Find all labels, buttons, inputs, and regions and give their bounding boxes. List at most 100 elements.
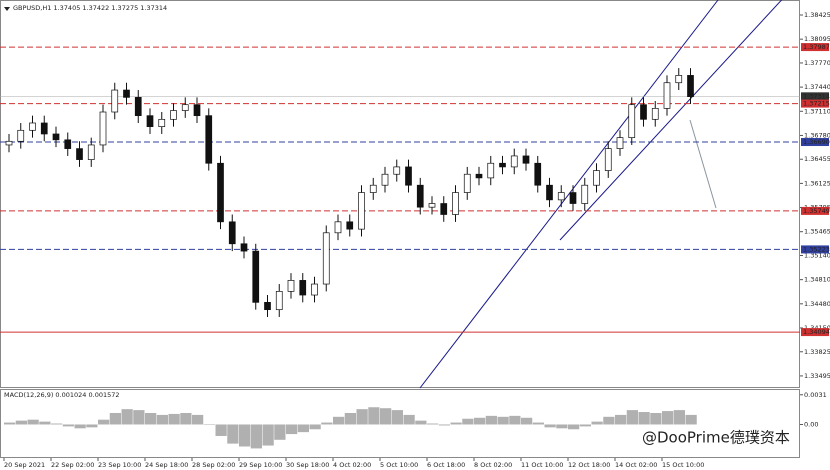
x-tick-label: 23 Sep 10:00 xyxy=(98,461,141,469)
macd-bar xyxy=(356,409,368,425)
candle-body xyxy=(134,97,142,117)
level-label: 1.37314 xyxy=(803,92,830,100)
macd-bar xyxy=(380,408,392,425)
candle-body xyxy=(123,89,130,98)
level-label: 1.36690 xyxy=(803,138,830,146)
candle-body xyxy=(651,107,659,120)
macd-bar xyxy=(344,412,356,425)
candle-body xyxy=(217,162,224,223)
y-tick-label: 1.36455 xyxy=(804,155,830,163)
macd-bar xyxy=(532,422,544,425)
candle-body xyxy=(593,170,600,186)
level-tag xyxy=(801,328,829,337)
y-tick-label: 1.35465 xyxy=(804,228,830,236)
macd-bar xyxy=(168,413,180,425)
macd-bar xyxy=(650,412,662,425)
level-tag xyxy=(801,138,829,147)
level-tag xyxy=(801,206,829,215)
candle-body xyxy=(452,192,459,215)
macd-bar xyxy=(203,424,215,425)
candle-body xyxy=(663,82,671,109)
candle-body xyxy=(522,155,530,164)
y-tick-label: 1.37440 xyxy=(804,83,830,91)
y-tick-label: 1.34480 xyxy=(804,300,830,308)
macd-bar xyxy=(474,417,486,425)
macd-bar xyxy=(145,412,157,425)
candle-body xyxy=(52,133,60,141)
macd-bar xyxy=(662,411,674,425)
candle-body xyxy=(99,111,107,146)
level-label: 1.37987 xyxy=(803,43,830,51)
candle-body xyxy=(275,291,283,311)
level-tag xyxy=(801,99,829,108)
candle-body xyxy=(546,184,553,201)
watermark: @DooPrime德璞资本 xyxy=(642,429,790,447)
y-tick-label: 1.34150 xyxy=(804,324,830,332)
macd-bar xyxy=(368,407,380,425)
candle-body xyxy=(205,115,213,164)
macd-bar xyxy=(462,418,474,425)
y-tick-label: 1.35140 xyxy=(804,251,830,259)
candle-body xyxy=(510,155,518,168)
candle-body xyxy=(487,162,495,179)
candle-body xyxy=(440,203,448,215)
candle-body xyxy=(170,110,177,120)
candle-body xyxy=(299,280,307,296)
macd-bar xyxy=(156,414,168,425)
candle-body xyxy=(252,250,260,303)
level-label: 1.35749 xyxy=(803,207,830,215)
channel-line xyxy=(559,0,783,241)
price-frame xyxy=(0,0,800,388)
x-tick-label: 12 Oct 18:00 xyxy=(568,461,610,469)
candle-body xyxy=(499,162,506,168)
candle-body xyxy=(369,184,377,193)
y-tick-label: 1.34810 xyxy=(804,276,830,284)
candle-body xyxy=(29,122,36,131)
x-tick-label: 14 Oct 02:00 xyxy=(615,461,657,469)
macd-bar xyxy=(509,415,521,425)
y-tick-label: 1.37110 xyxy=(804,107,830,115)
level-tag xyxy=(801,92,829,101)
macd-bar xyxy=(133,410,145,425)
candle-body xyxy=(569,192,577,204)
x-tick-label: 30 Sep 18:00 xyxy=(286,461,329,469)
macd-bar xyxy=(274,424,286,440)
chart-title: GBPUSD,H1 1.37405 1.37422 1.37275 1.3731… xyxy=(13,4,167,12)
candle-body xyxy=(287,280,295,292)
candle-body xyxy=(534,162,542,186)
macd-bar xyxy=(227,424,239,444)
candle-body xyxy=(64,139,72,149)
macd-bar xyxy=(568,424,580,430)
candle-body xyxy=(475,173,483,179)
candle-body xyxy=(322,232,330,285)
x-tick-label: 8 Oct 02:00 xyxy=(474,461,512,469)
macd-bar xyxy=(51,423,63,425)
x-tick-label: 4 Oct 02:00 xyxy=(333,461,371,469)
arrow xyxy=(689,119,717,209)
macd-bar xyxy=(239,424,251,447)
x-tick-label: 20 Sep 2021 xyxy=(4,461,45,469)
candle-body xyxy=(581,184,589,204)
macd-bar xyxy=(215,424,227,436)
x-tick-label: 22 Sep 02:00 xyxy=(51,461,94,469)
candle-body xyxy=(640,104,647,120)
candle-body xyxy=(334,221,342,234)
x-tick-label: 6 Oct 18:00 xyxy=(427,461,465,469)
macd-bar xyxy=(391,410,403,425)
y-tick-label: 1.38095 xyxy=(804,35,830,43)
level-label: 1.34094 xyxy=(803,328,830,336)
macd-bar xyxy=(15,420,27,425)
candle-body xyxy=(17,129,25,142)
macd-bar xyxy=(521,417,533,425)
candle-body xyxy=(311,283,318,296)
level-label: 1.35223 xyxy=(803,245,830,253)
channel-line xyxy=(419,0,719,389)
candle-body xyxy=(5,140,13,146)
candle-body xyxy=(181,104,189,111)
candle-body xyxy=(604,148,612,171)
candle-body xyxy=(557,192,565,201)
candle-body xyxy=(428,203,436,208)
candle-body xyxy=(40,122,48,135)
